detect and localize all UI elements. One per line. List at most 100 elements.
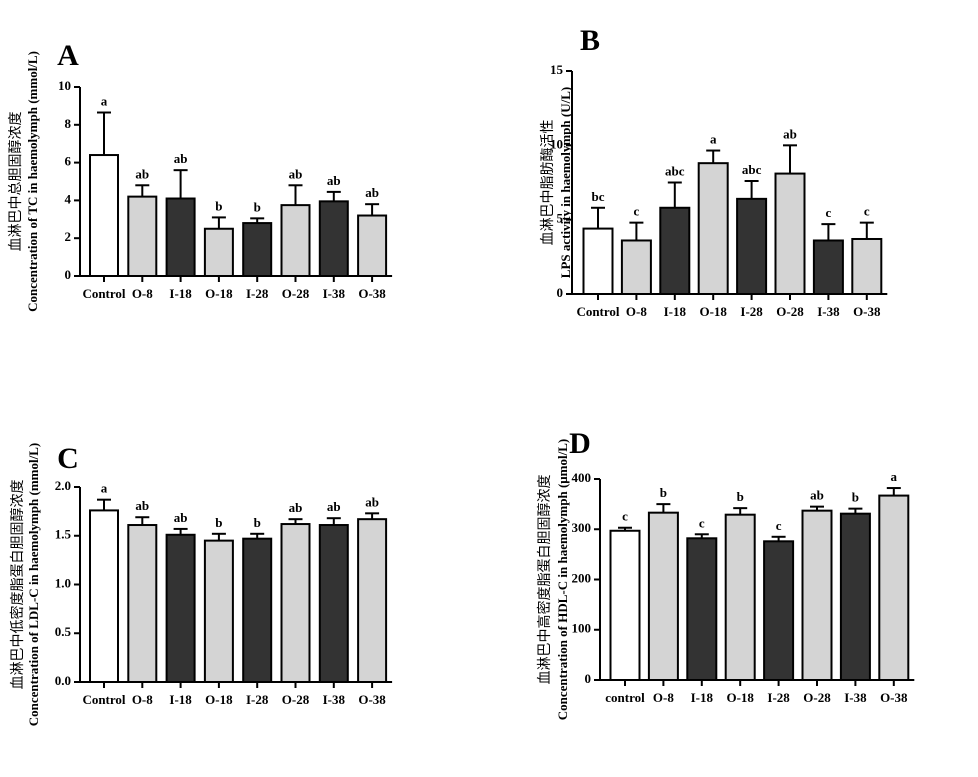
x-tick-label: O-28 (282, 286, 310, 301)
y-tick-label: 2 (65, 229, 72, 244)
bar (165, 197, 196, 277)
significance-letter: b (852, 490, 859, 505)
significance-letter: a (710, 132, 717, 147)
bar (774, 172, 806, 295)
bar (127, 524, 158, 684)
bar (620, 239, 652, 295)
bar (357, 518, 388, 683)
x-tick-label: O-8 (626, 304, 647, 319)
y-axis-label-zh: 血淋巴中脂肪酶活性 (540, 120, 556, 246)
bar (851, 237, 883, 295)
significance-letter: ab (289, 500, 303, 515)
x-tick-label: O-8 (653, 690, 674, 705)
x-tick-label: O-8 (132, 286, 153, 301)
significance-letter: bc (592, 189, 605, 204)
bar (89, 154, 119, 277)
x-tick-label: O-38 (880, 690, 908, 705)
significance-letter: b (737, 489, 744, 504)
bar (127, 195, 158, 277)
significance-letter: b (215, 198, 222, 213)
y-tick-label: 10 (550, 136, 563, 151)
significance-letter: b (254, 515, 261, 530)
y-axis-label: Concentration of HDL-C in haemolymph (μm… (555, 439, 570, 720)
significance-letter: c (864, 204, 870, 219)
significance-letter: ab (810, 488, 824, 503)
x-tick-label: I-18 (664, 304, 687, 319)
significance-letter: c (826, 205, 832, 220)
bar (280, 523, 311, 683)
y-axis-label-zh: 血淋巴中高密度脂蛋白胆固醇浓度 (536, 475, 553, 685)
bar (318, 524, 349, 684)
bar (647, 511, 679, 681)
y-tick-label: 100 (572, 621, 592, 636)
bar (686, 537, 718, 681)
significance-letter: ab (135, 498, 149, 513)
x-tick-label: O-38 (358, 286, 386, 301)
significance-letter: c (622, 509, 628, 524)
significance-letter: b (254, 199, 261, 214)
bar (801, 509, 833, 681)
x-tick-label: O-18 (726, 690, 754, 705)
significance-letter: b (215, 515, 222, 530)
y-axis-label: LPS activity in haemolymph (U/L) (558, 87, 573, 278)
significance-letter: ab (365, 494, 379, 509)
x-tick-label: I-28 (246, 692, 269, 707)
panel-D: D 血淋巴中高密度脂蛋白胆固醇浓度 Concentration of HDL-C i… (536, 427, 915, 720)
x-tick-label: I-18 (169, 286, 192, 301)
x-tick-label: Control (82, 286, 125, 301)
bar (357, 214, 388, 278)
significance-letter: c (699, 515, 705, 530)
y-tick-label: 5 (557, 211, 564, 226)
bar (609, 529, 641, 681)
x-tick-label: I-28 (767, 690, 790, 705)
significance-letter: ab (289, 166, 303, 181)
panel-A: A 血淋巴中总胆固醇浓度 Concentration of TC in haemol… (7, 39, 393, 312)
x-tick-label: O-28 (282, 692, 310, 707)
significance-letter: ab (783, 126, 797, 141)
y-tick-label: 10 (58, 78, 71, 93)
bar (724, 513, 756, 681)
bar (839, 512, 871, 681)
y-tick-label: 1.0 (55, 575, 71, 590)
panel-B: B 血淋巴中脂肪酶活性 LPS activity in haemolymph (U/… (540, 24, 888, 319)
significance-letter: ab (174, 510, 188, 525)
x-tick-label: O-38 (358, 692, 386, 707)
y-tick-label: 15 (550, 62, 564, 77)
x-tick-label: I-18 (169, 692, 192, 707)
significance-letter: ab (365, 185, 379, 200)
significance-letter: a (891, 469, 898, 484)
x-tick-label: O-28 (776, 304, 804, 319)
x-tick-label: control (605, 690, 645, 705)
significance-letter: abc (742, 162, 762, 177)
bar (736, 197, 768, 295)
y-tick-label: 2.0 (55, 478, 71, 493)
significance-letter: abc (665, 164, 685, 179)
panel-C: C 血淋巴中低密度脂蛋白胆固醇浓度 Concentration of LDL-C i… (9, 442, 393, 726)
panel-letter: D (569, 427, 591, 460)
y-axis-label-zh: 血淋巴中低密度脂蛋白胆固醇浓度 (9, 480, 26, 690)
x-tick-label: I-18 (691, 690, 714, 705)
y-tick-label: 0 (65, 267, 72, 282)
x-tick-label: O-38 (853, 304, 881, 319)
y-tick-label: 0 (585, 671, 592, 686)
x-tick-label: Control (576, 304, 619, 319)
bar (659, 206, 691, 295)
significance-letter: c (634, 204, 640, 219)
bar (165, 533, 196, 684)
y-tick-label: 300 (572, 520, 592, 535)
y-axis-label: Concentration of TC in haemolymph (mmol/… (25, 51, 40, 312)
bar (89, 509, 119, 683)
x-tick-label: I-38 (844, 690, 867, 705)
y-tick-label: 8 (65, 116, 72, 131)
significance-letter: c (776, 518, 782, 533)
y-tick-label: 0.0 (55, 673, 71, 688)
x-tick-label: O-18 (699, 304, 727, 319)
panel-letter: A (57, 39, 79, 72)
significance-letter: ab (174, 151, 188, 166)
y-tick-label: 6 (65, 154, 72, 169)
y-tick-label: 0 (557, 285, 564, 300)
bar (203, 539, 234, 683)
bar (318, 200, 349, 277)
x-tick-label: O-18 (205, 692, 233, 707)
